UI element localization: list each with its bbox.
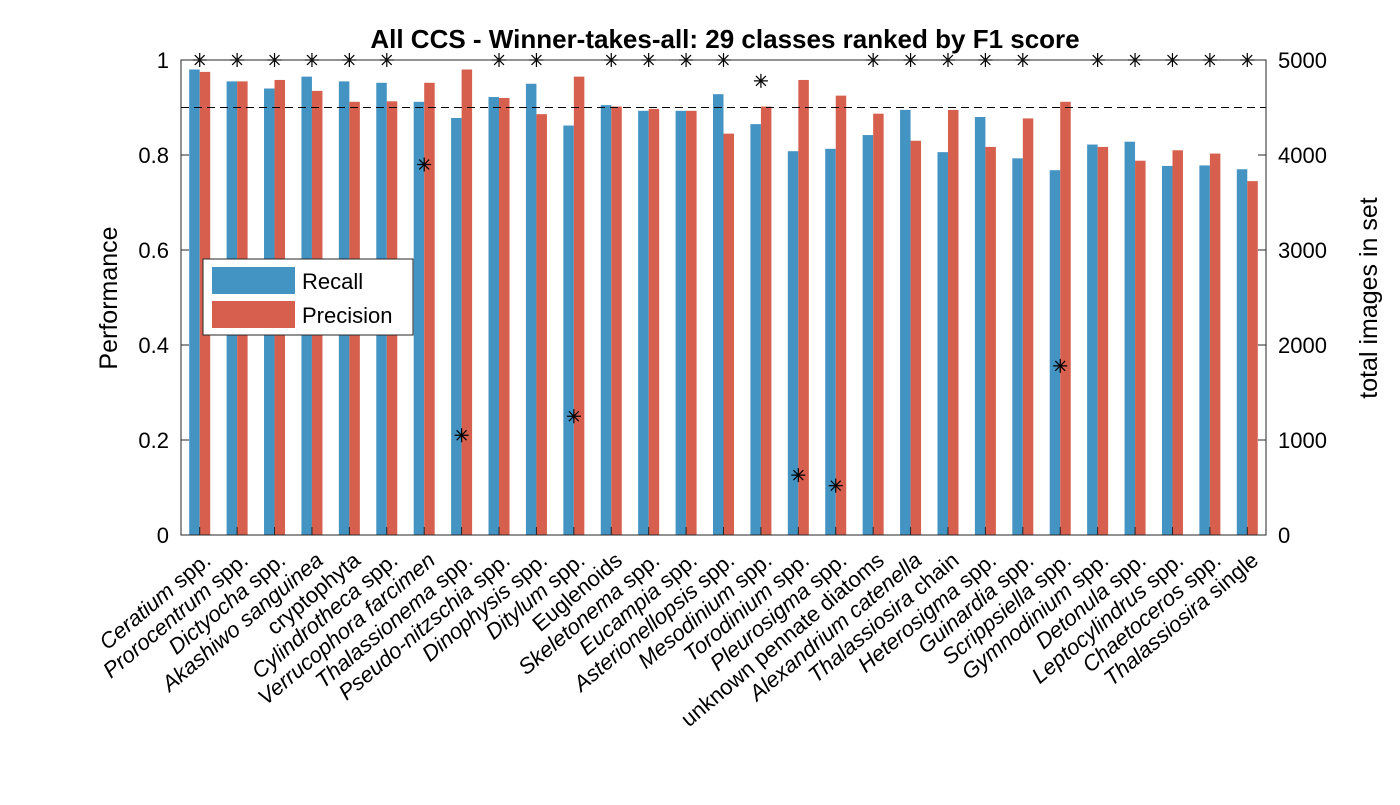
precision-bar-12 xyxy=(611,106,622,536)
recall-bar-29 xyxy=(1236,169,1248,535)
recall-bar-23 xyxy=(1012,158,1023,535)
precision-bar-9 xyxy=(499,98,510,535)
precision-bar-21 xyxy=(947,109,959,536)
precision-bar-28 xyxy=(1209,153,1221,535)
precision-bar-13 xyxy=(648,108,660,536)
precision-bar-25 xyxy=(1097,146,1109,535)
recall-bar-13 xyxy=(638,110,649,535)
recall-bar-24 xyxy=(1049,170,1061,535)
recall-bar-12 xyxy=(600,105,612,536)
precision-bar-17 xyxy=(798,79,809,535)
precision-bar-22 xyxy=(985,146,996,535)
precision-bar-18 xyxy=(835,95,847,536)
recall-bar-27 xyxy=(1161,165,1173,535)
precision-bar-19 xyxy=(873,113,884,536)
precision-bar-27 xyxy=(1172,150,1183,535)
recall-bar-14 xyxy=(675,110,687,535)
recall-bar-26 xyxy=(1124,141,1136,535)
precision-bar-7 xyxy=(424,82,435,536)
recall-bar-11 xyxy=(563,125,574,536)
recall-bar-7 xyxy=(413,101,425,536)
recall-bar-8 xyxy=(451,117,462,535)
y2-tick-label: 1000 xyxy=(1278,428,1327,453)
recall-bar-22 xyxy=(974,117,986,535)
recall-bar-28 xyxy=(1199,165,1210,535)
image-count-marker-17 xyxy=(791,468,806,483)
recall-bar-15 xyxy=(713,94,724,535)
precision-bar-29 xyxy=(1247,181,1258,536)
recall-bar-25 xyxy=(1087,144,1098,536)
recall-bar-1 xyxy=(189,69,200,535)
image-count-marker-16 xyxy=(753,73,768,88)
y2-tick-label: 2000 xyxy=(1278,333,1327,358)
y-tick-label: 0.6 xyxy=(138,238,169,263)
recall-bar-19 xyxy=(862,135,874,536)
recall-bar-17 xyxy=(787,151,799,535)
chart-title: All CCS - Winner-takes-all: 29 classes r… xyxy=(370,24,1079,54)
y2-tick-label: 3000 xyxy=(1278,238,1327,263)
legend-swatch-recall xyxy=(212,267,295,294)
image-count-marker-11 xyxy=(566,409,581,424)
precision-bar-20 xyxy=(910,140,922,535)
y2-tick-label: 4000 xyxy=(1278,143,1327,168)
y-tick-label: 0.2 xyxy=(138,428,169,453)
precision-bar-16 xyxy=(760,106,772,536)
image-count-marker-8 xyxy=(454,428,469,443)
image-count-marker-7 xyxy=(417,157,432,172)
image-count-marker-18 xyxy=(828,478,843,493)
precision-bar-24 xyxy=(1060,101,1071,536)
y2-axis-label: total images in set xyxy=(1355,197,1383,399)
precision-bar-23 xyxy=(1022,118,1034,536)
precision-bar-26 xyxy=(1135,160,1146,535)
y-tick-label: 0 xyxy=(157,523,169,548)
y-tick-label: 0.4 xyxy=(138,333,169,358)
recall-bar-20 xyxy=(900,109,911,536)
y2-tick-label: 5000 xyxy=(1278,48,1327,73)
y-tick-label: 0.8 xyxy=(138,143,169,168)
legend-swatch-precision xyxy=(212,301,295,328)
y-axis-label: Performance xyxy=(95,226,123,369)
legend-label-recall: Recall xyxy=(302,269,363,294)
recall-bar-10 xyxy=(525,83,537,535)
recall-bar-9 xyxy=(488,97,500,536)
precision-bar-10 xyxy=(536,114,547,536)
recall-bar-18 xyxy=(825,148,836,535)
legend-label-precision: Precision xyxy=(302,303,392,328)
recall-bar-16 xyxy=(750,124,761,536)
precision-bar-14 xyxy=(686,110,697,535)
y-tick-label: 1 xyxy=(157,48,169,73)
precision-bar-15 xyxy=(723,133,734,536)
recall-bar-21 xyxy=(937,152,948,535)
y2-tick-label: 0 xyxy=(1278,523,1290,548)
precision-bar-8 xyxy=(461,69,473,535)
image-count-marker-24 xyxy=(1053,358,1068,373)
precision-bar-11 xyxy=(573,76,585,536)
